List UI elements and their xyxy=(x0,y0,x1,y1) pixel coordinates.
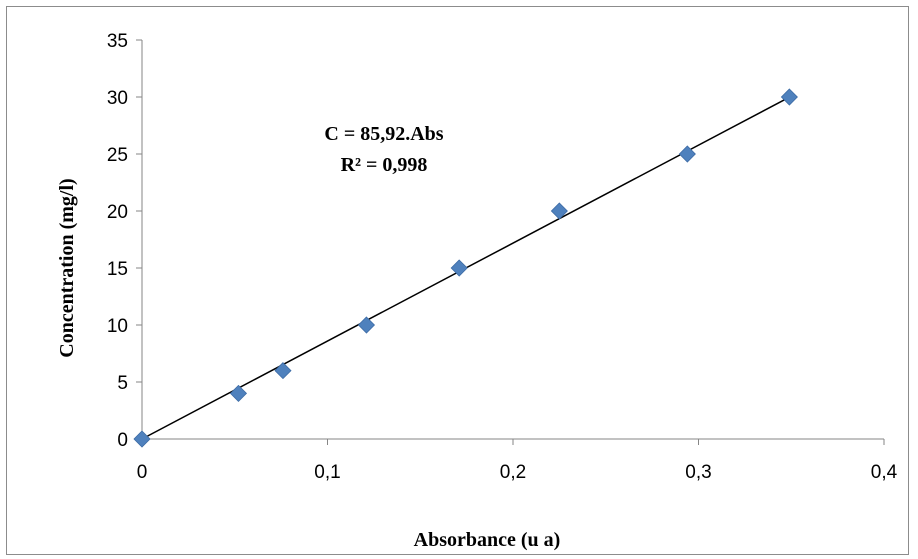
data-point xyxy=(229,384,248,402)
y-tick-label: 25 xyxy=(107,145,128,166)
x-tick-label: 0,1 xyxy=(314,462,340,483)
y-axis-title: Concentration (mg/l) xyxy=(56,178,78,357)
y-tick-label: 20 xyxy=(107,202,128,223)
data-points xyxy=(133,88,798,448)
chart-frame xyxy=(6,6,909,555)
x-tick-label: 0 xyxy=(137,462,148,483)
x-tick-label: 0,2 xyxy=(500,462,526,483)
y-tick-label: 10 xyxy=(107,316,128,337)
data-point xyxy=(780,88,798,106)
x-axis-title: Absorbance (u a) xyxy=(414,529,561,551)
x-tick-label: 0,3 xyxy=(685,462,711,483)
y-tick-label: 15 xyxy=(107,259,128,280)
x-tick-group: 0 0,1 0,2 0,3 0,4 xyxy=(137,439,898,483)
x-tick-label: 0,4 xyxy=(871,462,898,483)
data-point xyxy=(274,362,292,380)
y-tick-label: 5 xyxy=(117,373,128,394)
y-tick-group: 0 5 10 15 20 25 30 35 xyxy=(107,31,142,451)
equation-label: C = 85,92.Abs xyxy=(324,123,443,145)
data-point xyxy=(450,259,468,277)
data-point xyxy=(357,316,376,334)
r-squared-label: R² = 0,998 xyxy=(341,154,428,176)
data-point xyxy=(550,202,568,220)
y-tick-label: 30 xyxy=(107,88,128,109)
axes xyxy=(141,40,884,440)
y-tick-label: 0 xyxy=(117,430,128,451)
data-point xyxy=(133,430,151,448)
y-tick-label: 35 xyxy=(107,31,128,52)
data-point xyxy=(678,145,696,163)
